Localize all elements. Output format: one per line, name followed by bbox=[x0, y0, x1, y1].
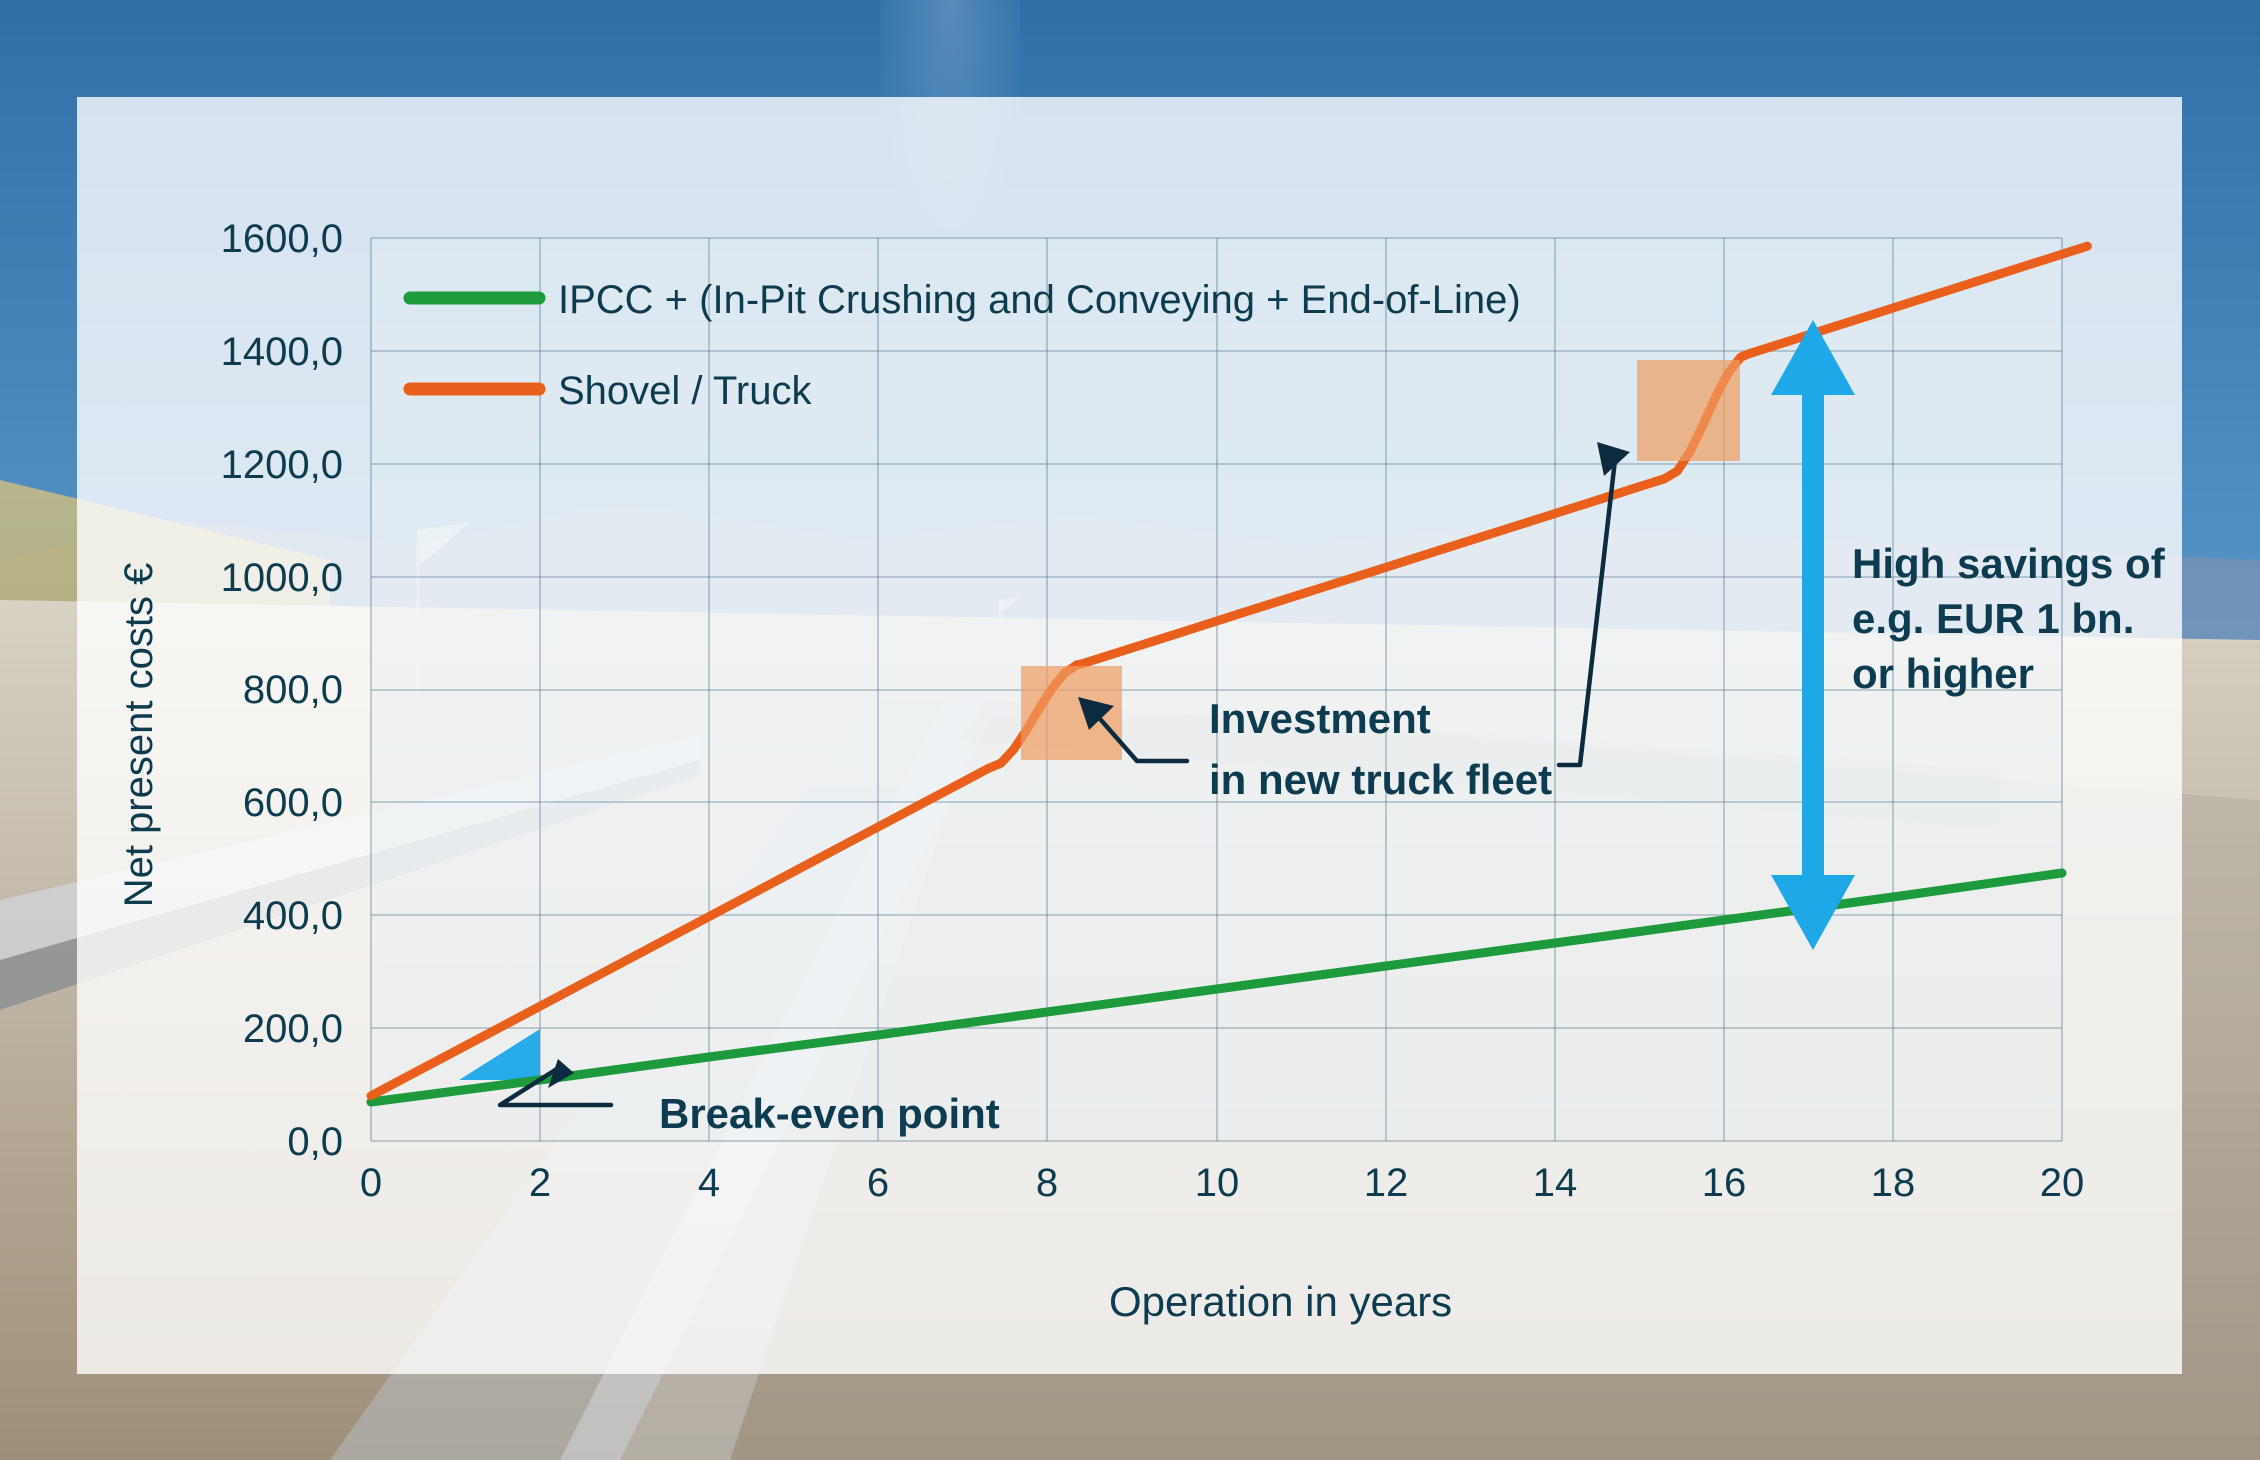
svg-text:or higher: or higher bbox=[1852, 650, 2034, 697]
svg-text:Shovel / Truck: Shovel / Truck bbox=[558, 369, 812, 413]
svg-text:Investment: Investment bbox=[1209, 695, 1431, 742]
svg-text:200,0: 200,0 bbox=[243, 1007, 343, 1051]
svg-text:16: 16 bbox=[1702, 1161, 1747, 1205]
svg-text:10: 10 bbox=[1195, 1161, 1240, 1205]
svg-text:1000,0: 1000,0 bbox=[221, 556, 343, 600]
svg-text:2: 2 bbox=[529, 1161, 551, 1205]
svg-text:0: 0 bbox=[360, 1161, 382, 1205]
svg-text:600,0: 600,0 bbox=[243, 781, 343, 825]
svg-text:8: 8 bbox=[1036, 1161, 1058, 1205]
svg-text:IPCC + (In-Pit Crushing and Co: IPCC + (In-Pit Crushing and Conveying + … bbox=[558, 278, 1521, 322]
svg-text:Net present costs €: Net present costs € bbox=[117, 563, 161, 908]
svg-text:e.g. EUR 1 bn.: e.g. EUR 1 bn. bbox=[1852, 595, 2134, 642]
svg-text:12: 12 bbox=[1364, 1161, 1409, 1205]
svg-text:1600,0: 1600,0 bbox=[221, 217, 343, 261]
svg-text:High savings of: High savings of bbox=[1852, 540, 2166, 587]
svg-text:6: 6 bbox=[867, 1161, 889, 1205]
svg-text:20: 20 bbox=[2040, 1161, 2085, 1205]
svg-text:14: 14 bbox=[1533, 1161, 1578, 1205]
svg-text:800,0: 800,0 bbox=[243, 668, 343, 712]
svg-text:18: 18 bbox=[1871, 1161, 1916, 1205]
svg-text:1400,0: 1400,0 bbox=[221, 330, 343, 374]
svg-text:in new truck fleet: in new truck fleet bbox=[1209, 756, 1552, 803]
svg-text:0,0: 0,0 bbox=[287, 1120, 343, 1164]
svg-text:1200,0: 1200,0 bbox=[221, 443, 343, 487]
svg-text:Break-even point: Break-even point bbox=[659, 1090, 1000, 1137]
svg-text:Operation in years: Operation in years bbox=[1109, 1278, 1452, 1325]
svg-text:4: 4 bbox=[698, 1161, 720, 1205]
svg-text:400,0: 400,0 bbox=[243, 894, 343, 938]
